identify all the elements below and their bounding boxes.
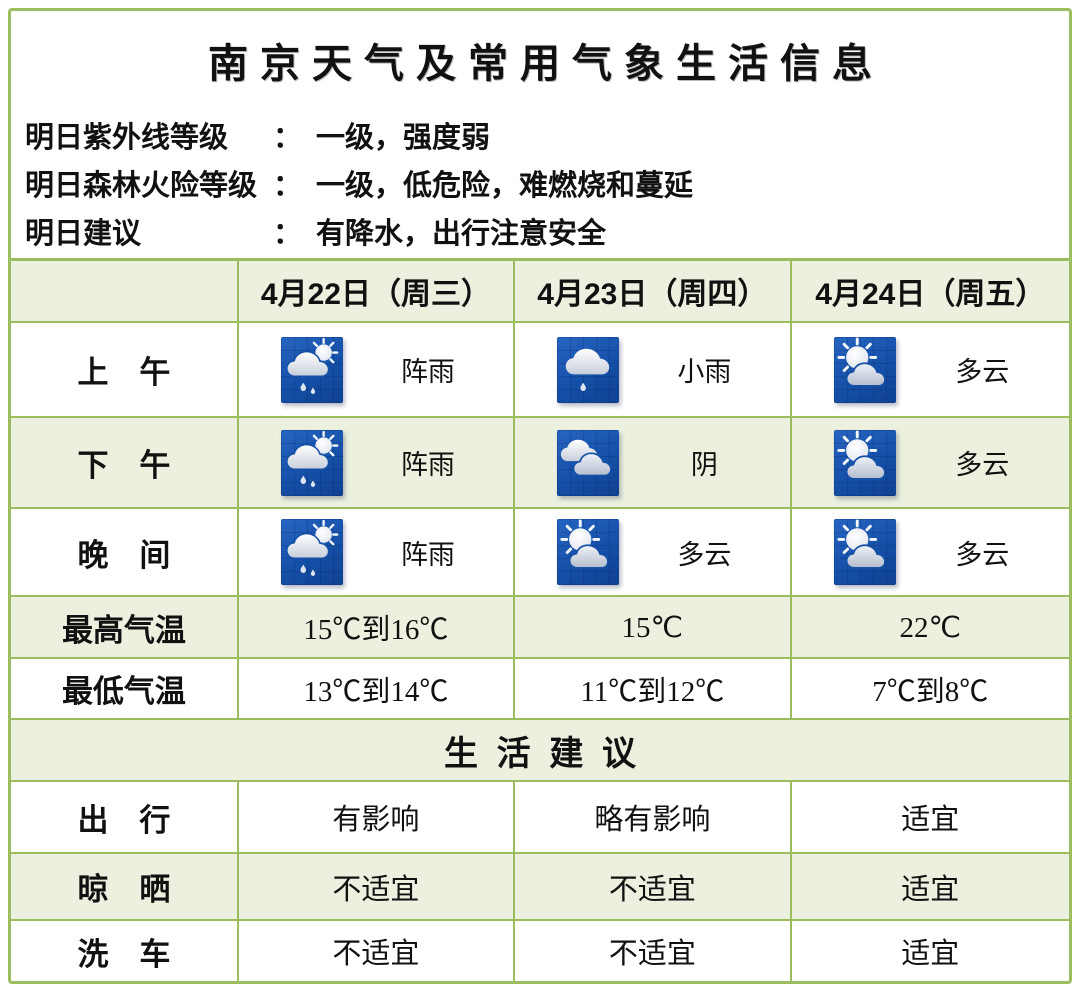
- row-label: 最高气温: [61, 612, 186, 648]
- weather-text: 多云: [955, 539, 1010, 570]
- section-title: 生活建议: [443, 734, 655, 773]
- row-label: 最低气温: [61, 674, 186, 709]
- advice-cell: 不适宜: [236, 921, 513, 981]
- weather-text: 多云: [955, 357, 1010, 387]
- overcast-icon: [557, 429, 619, 496]
- header-date-thu: 4月23日（周四）: [513, 261, 790, 321]
- header-date-fri: 4月24日（周五）: [789, 261, 1069, 321]
- partly-cloudy-icon: [833, 519, 896, 585]
- temp-cell: 22℃: [789, 597, 1069, 657]
- weather-text: 阵雨: [400, 450, 455, 480]
- temp-cell: 15℃到16℃: [236, 597, 513, 657]
- weather-text: 阵雨: [400, 539, 455, 570]
- temp-cell: 13℃到14℃: [236, 659, 513, 718]
- section-row-life-advice: 生活建议: [11, 718, 1069, 780]
- table-row-car-wash: 洗 车 不适宜 不适宜 适宜: [11, 919, 1069, 981]
- info-colon: ：: [273, 122, 303, 154]
- weather-text: 阵雨: [400, 357, 455, 387]
- bulletin-frame: 南京天气及常用气象生活信息 明日紫外线等级 ： 一级，强度弱 明日森林火险等级 ： 一级…: [8, 8, 1072, 984]
- corner-cell: [11, 261, 237, 321]
- shower-rain-icon: [280, 336, 343, 403]
- shower-rain-icon: [280, 519, 343, 585]
- weather-text: 多云: [677, 539, 732, 570]
- info-line-fire-risk: 明日森林火险等级 ： 一级，低危险，难燃烧和蔓延: [25, 162, 1069, 210]
- weather-cell: 阴: [513, 418, 790, 507]
- light-rain-icon: [557, 336, 619, 403]
- row-label: 下 午: [77, 448, 171, 483]
- weather-text: 多云: [955, 450, 1010, 480]
- advice-cell: 略有影响: [513, 782, 790, 852]
- weather-cell: 阵雨: [236, 323, 513, 416]
- info-label: 明日建议: [25, 218, 142, 250]
- table-row-max-temp: 最高气温 15℃到16℃ 15℃ 22℃: [11, 595, 1069, 657]
- table-row-evening: 晚 间 阵雨 多云 多云: [11, 507, 1069, 595]
- row-label: 晚 间: [77, 537, 171, 573]
- info-value: 一级，低危险，难燃烧和蔓延: [316, 170, 694, 202]
- advice-cell: 不适宜: [236, 854, 513, 919]
- weather-table: 4月22日（周三） 4月23日（周四） 4月24日（周五） 上 午 阵雨 小雨 …: [11, 258, 1069, 981]
- info-colon: ：: [273, 218, 303, 250]
- weather-cell: 小雨: [513, 323, 790, 416]
- partly-cloudy-icon: [557, 519, 619, 585]
- weather-text: 小雨: [677, 357, 732, 387]
- table-row-travel: 出 行 有影响 略有影响 适宜: [11, 780, 1069, 852]
- shower-rain-icon: [280, 429, 343, 496]
- weather-cell: 多云: [513, 509, 790, 595]
- weather-cell: 多云: [789, 509, 1069, 595]
- partly-cloudy-icon: [833, 429, 896, 496]
- table-row-morning: 上 午 阵雨 小雨 多云: [11, 321, 1069, 416]
- table-header-row: 4月22日（周三） 4月23日（周四） 4月24日（周五）: [11, 261, 1069, 321]
- partly-cloudy-icon: [833, 336, 896, 403]
- temp-cell: 15℃: [513, 597, 790, 657]
- row-label: 上 午: [77, 355, 171, 390]
- table-row-afternoon: 下 午 阵雨 阴 多云: [11, 416, 1069, 507]
- info-label: 明日紫外线等级: [25, 122, 229, 154]
- info-line-uv: 明日紫外线等级 ： 一级，强度弱: [25, 114, 1069, 162]
- header-date-wed: 4月22日（周三）: [236, 261, 513, 321]
- row-label: 出 行: [77, 802, 171, 838]
- page-title: 南京天气及常用气象生活信息: [208, 41, 884, 86]
- forecast-info-block: 明日紫外线等级 ： 一级，强度弱 明日森林火险等级 ： 一级，低危险，难燃烧和蔓延 明日…: [11, 108, 1069, 258]
- info-label: 明日森林火险等级: [25, 170, 258, 202]
- advice-cell: 适宜: [789, 854, 1069, 919]
- row-label: 晾 晒: [77, 872, 171, 907]
- weather-cell: 多云: [789, 418, 1069, 507]
- row-label: 洗 车: [77, 936, 171, 972]
- weather-text: 阴: [690, 450, 718, 480]
- temp-cell: 11℃到12℃: [513, 659, 790, 718]
- advice-cell: 不适宜: [513, 921, 790, 981]
- info-colon: ：: [273, 170, 303, 202]
- weather-cell: 阵雨: [236, 509, 513, 595]
- info-line-advice: 明日建议 ： 有降水，出行注意安全: [25, 210, 1069, 258]
- advice-cell: 适宜: [789, 921, 1069, 981]
- weather-cell: 多云: [789, 323, 1069, 416]
- weather-cell: 阵雨: [236, 418, 513, 507]
- table-row-min-temp: 最低气温 13℃到14℃ 11℃到12℃ 7℃到8℃: [11, 657, 1069, 718]
- table-row-drying: 晾 晒 不适宜 不适宜 适宜: [11, 852, 1069, 919]
- advice-cell: 不适宜: [513, 854, 790, 919]
- info-value: 有降水，出行注意安全: [316, 218, 607, 250]
- advice-cell: 有影响: [236, 782, 513, 852]
- temp-cell: 7℃到8℃: [789, 659, 1069, 718]
- advice-cell: 适宜: [789, 782, 1069, 852]
- info-value: 一级，强度弱: [316, 122, 491, 154]
